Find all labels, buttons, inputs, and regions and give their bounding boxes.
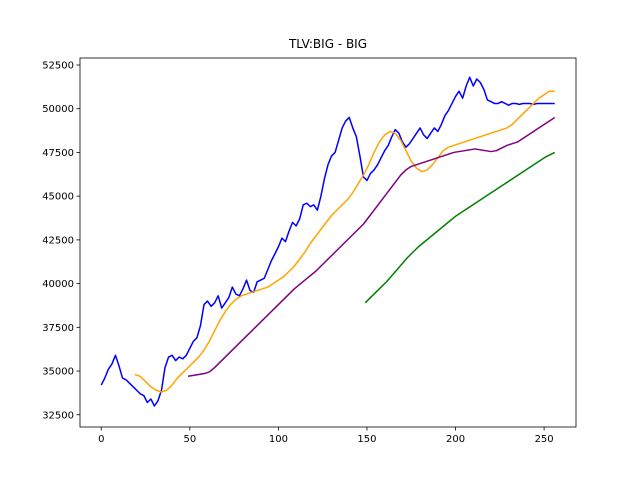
x-tick-label: 200 [446, 434, 465, 445]
y-tick-label: 35000 [42, 367, 74, 378]
x-tick-label: 250 [535, 434, 554, 445]
y-tick-label: 42500 [42, 235, 74, 246]
y-tick-label: 40000 [42, 279, 74, 290]
plot-frame [79, 57, 577, 428]
x-tick-label: 150 [357, 434, 376, 445]
y-tick-label: 32500 [42, 410, 74, 421]
x-tick-label: 0 [98, 434, 104, 445]
plot-area [100, 76, 556, 407]
y-tick-label: 50000 [42, 104, 74, 115]
series-line-price [100, 76, 555, 407]
chart-title: TLV:BIG - BIG [288, 37, 367, 51]
series-line-ma_short [134, 90, 555, 393]
axes: 0 50 100 150 200 250 32500 35000 37500 40000 42500… [42, 57, 577, 445]
y-tick-label: 47500 [42, 148, 74, 159]
y-tick-label: 37500 [42, 323, 74, 334]
y-tick-label: 52500 [42, 60, 74, 71]
series-line-ma_mid [187, 116, 556, 378]
series-line-ma_long [364, 151, 556, 304]
y-tick-label: 45000 [42, 192, 74, 203]
x-tick-label: 50 [183, 434, 196, 445]
x-tick-label: 100 [269, 434, 288, 445]
